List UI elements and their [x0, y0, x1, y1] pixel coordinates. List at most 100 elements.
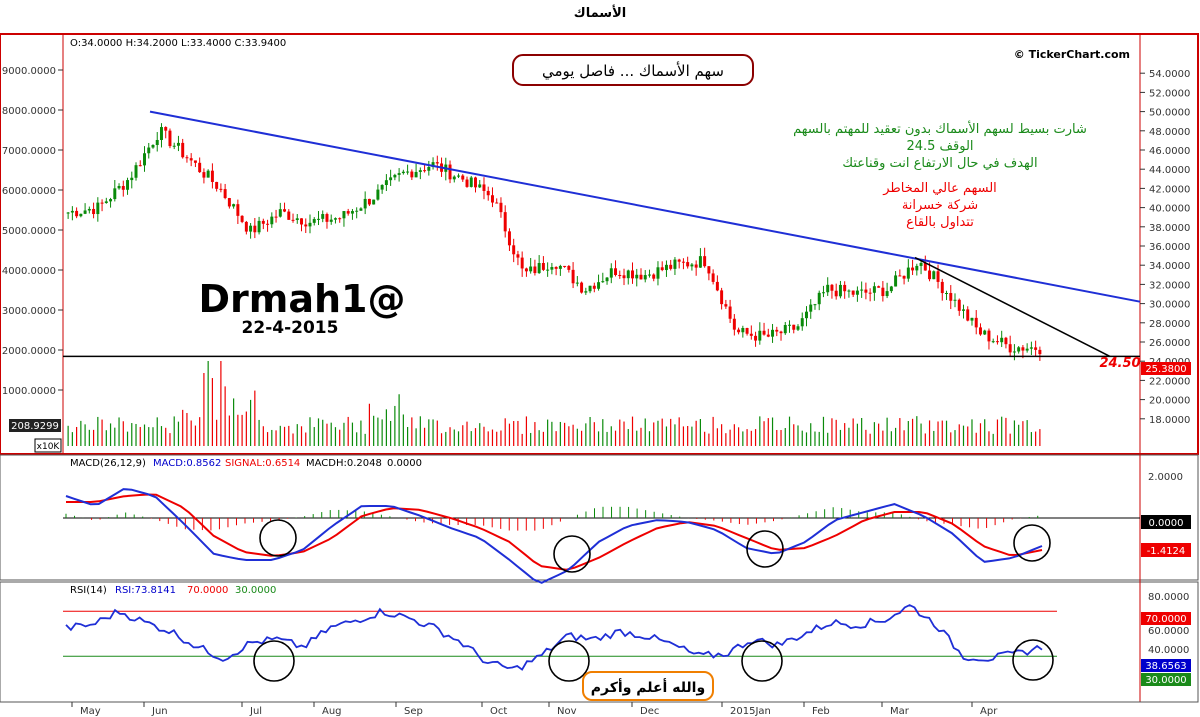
candle-body — [469, 177, 473, 187]
volume-current-badge — [9, 419, 61, 432]
candle-body — [575, 282, 579, 284]
macd-highlight-circle — [1013, 524, 1051, 562]
candle-body — [991, 341, 995, 343]
candle-body — [754, 335, 758, 341]
candle-body — [359, 208, 363, 211]
candle-body — [96, 202, 100, 215]
price-tick: 34.0000 — [1149, 261, 1190, 272]
price-tick: 52.0000 — [1149, 88, 1190, 99]
window-title: الأسماك — [573, 6, 627, 21]
price-tick: 42.0000 — [1149, 184, 1190, 195]
time-axis: May Jun Jul Aug Sep Oct Nov Dec 2015Jan Feb Mar Apr — [71, 702, 998, 717]
candle-body — [732, 318, 736, 330]
note-red-1: السهم عالي المخاطر — [882, 181, 997, 196]
volume-tick: 1000.0000 — [2, 386, 56, 397]
price-panel-frame — [0, 33, 1199, 455]
candle-body — [503, 212, 507, 232]
candle-body — [113, 188, 117, 200]
price-tick: 20.0000 — [1149, 396, 1190, 407]
candle-body — [1000, 337, 1004, 343]
candle-body — [830, 284, 834, 291]
candle-body — [677, 259, 681, 262]
macd-highlight-circle — [259, 519, 297, 557]
candle-body — [478, 184, 482, 188]
macd-current-badge — [1141, 543, 1191, 557]
rsi-lower-label: 30.0000 — [1145, 675, 1186, 686]
price-tick: 44.0000 — [1149, 165, 1190, 176]
candle-body — [232, 204, 236, 207]
candle-body — [987, 330, 991, 342]
note-green-3: الهدف في حال الارتفاع انت وقناعتك — [842, 156, 1037, 171]
candle-body — [406, 171, 410, 173]
candle-body — [147, 147, 151, 154]
candle-body — [87, 208, 91, 211]
candle-body — [134, 165, 138, 178]
candle-body — [159, 127, 163, 140]
candle-body — [707, 266, 711, 274]
candle-body — [143, 153, 146, 166]
candle-body — [609, 268, 613, 278]
volume-tick: 3000.0000 — [2, 306, 56, 317]
candle-body — [304, 224, 308, 227]
note-red-3: تتداول بالقاع — [906, 215, 974, 230]
note-green-1: شارت بسيط لسهم الأسماك بدون تعقيد للمهتم… — [793, 120, 1087, 137]
candle-body — [792, 324, 796, 330]
candle-body — [953, 299, 957, 301]
candle-body — [198, 162, 202, 173]
candle-body — [236, 204, 240, 216]
candle-body — [745, 327, 749, 334]
candle-body — [851, 290, 855, 295]
price-tick: 26.0000 — [1149, 338, 1190, 349]
candle-body — [529, 266, 533, 272]
candle-body — [270, 216, 274, 225]
candle-body — [499, 202, 503, 213]
candle-body — [244, 221, 248, 232]
macd-extra-legend: 0.0000 — [387, 458, 422, 469]
candle-body — [151, 145, 155, 148]
candle-body — [100, 202, 104, 204]
candle-body — [571, 269, 575, 284]
candle-body — [486, 190, 490, 196]
candle-body — [868, 292, 872, 294]
candle-body — [1008, 344, 1012, 353]
trendline-main — [149, 110, 1141, 303]
candle-body — [507, 231, 511, 246]
candle-body — [130, 177, 134, 181]
candle-body — [325, 214, 329, 222]
price-tick: 18.0000 — [1149, 415, 1190, 426]
candlestick-series — [66, 123, 1042, 361]
candle-body — [728, 306, 732, 319]
candle-body — [520, 257, 524, 269]
volume-tick: 5000.0000 — [2, 226, 56, 237]
volume-tick: 9000.0000 — [2, 66, 56, 77]
candle-body — [367, 198, 371, 205]
candle-body — [329, 219, 333, 222]
candle-body — [711, 273, 715, 282]
price-tick: 36.0000 — [1149, 242, 1190, 253]
candle-body — [117, 185, 121, 189]
volume-tick: 6000.0000 — [2, 186, 56, 197]
candle-body — [278, 209, 282, 217]
time-axis-label: Feb — [812, 706, 830, 717]
candle-body — [257, 220, 261, 233]
candle-body — [418, 170, 422, 172]
candle-body — [898, 275, 902, 277]
candle-body — [210, 170, 214, 182]
rsi-upper-label: 70.0000 — [1145, 614, 1186, 625]
candle-body — [597, 282, 601, 289]
price-tick: 38.0000 — [1149, 223, 1190, 234]
candle-body — [261, 220, 265, 224]
candle-body — [393, 174, 397, 178]
candle-body — [490, 195, 494, 203]
time-axis-label: Mar — [890, 706, 910, 717]
candle-body — [1025, 348, 1029, 351]
candle-body — [448, 164, 452, 180]
rsi-indicator — [63, 604, 1057, 682]
macd-panel-frame — [0, 454, 1199, 581]
time-axis-label: Dec — [640, 706, 659, 717]
candle-body — [410, 171, 414, 178]
candle-body — [155, 139, 159, 146]
volume-tick: 7000.0000 — [2, 146, 56, 157]
macd-line — [65, 488, 1043, 584]
candle-body — [974, 317, 978, 328]
